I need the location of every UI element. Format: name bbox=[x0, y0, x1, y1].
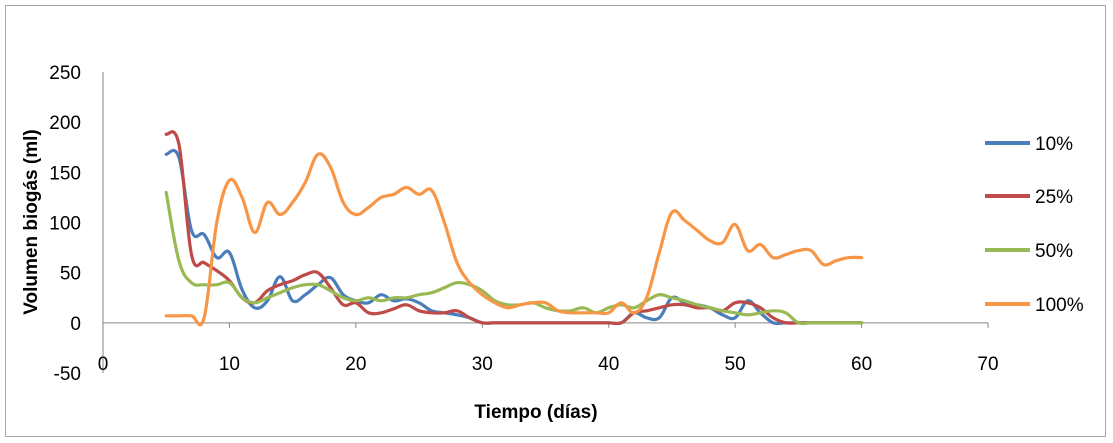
y-tick-label: 200 bbox=[49, 113, 81, 134]
legend: 10% 25% 50% 100% bbox=[985, 134, 1084, 316]
y-tick-labels: -50 0 50 100 150 200 250 bbox=[49, 63, 81, 385]
y-tick-label: 150 bbox=[49, 163, 81, 184]
series-lines bbox=[164, 130, 864, 327]
legend-label: 50% bbox=[1035, 241, 1073, 262]
y-tick-label: 250 bbox=[49, 63, 81, 84]
y-tick-label: 100 bbox=[49, 214, 81, 235]
x-tick-label: 10 bbox=[219, 354, 240, 375]
legend-label: 25% bbox=[1035, 187, 1073, 208]
axes bbox=[102, 72, 988, 373]
x-tick-label: 20 bbox=[345, 354, 366, 375]
y-tick-label: 0 bbox=[70, 314, 81, 335]
x-tick-label: 70 bbox=[977, 354, 998, 375]
legend-label: 100% bbox=[1035, 295, 1084, 316]
x-axis-title: Tiempo (días) bbox=[474, 402, 597, 423]
legend-label: 10% bbox=[1035, 134, 1073, 155]
x-tick-label: 0 bbox=[98, 354, 109, 375]
series-line-100-percent bbox=[164, 152, 864, 327]
x-tick-label: 50 bbox=[725, 354, 746, 375]
x-tick-label: 40 bbox=[598, 354, 619, 375]
y-tick-label: 50 bbox=[60, 264, 81, 285]
y-tick-label: -50 bbox=[54, 364, 81, 385]
series-line-25-percent bbox=[164, 130, 864, 326]
series-line-50-percent bbox=[164, 190, 864, 326]
x-tick-label: 60 bbox=[851, 354, 872, 375]
x-tick-labels: 0 10 20 30 40 50 60 70 bbox=[98, 322, 999, 375]
y-axis-title: Volumen biogás (ml) bbox=[21, 129, 42, 314]
x-tick-label: 30 bbox=[472, 354, 493, 375]
